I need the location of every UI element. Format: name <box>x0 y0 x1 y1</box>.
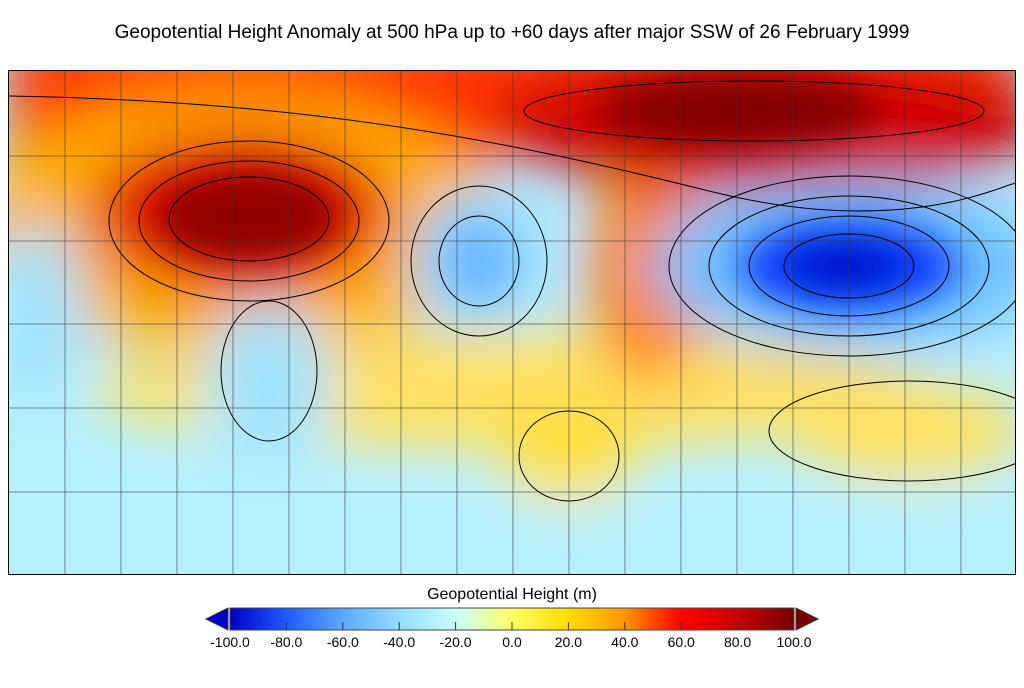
colorbar-tick-label: -100.0 <box>210 634 250 650</box>
colorbar-min-arrow <box>204 607 229 631</box>
colorbar-tick-label: 80.0 <box>723 634 752 650</box>
colorbar-label: Geopotential Height (m) <box>427 586 597 603</box>
colorbar-tick-label: -80.0 <box>270 634 303 650</box>
chart-title: Geopotential Height Anomaly at 500 hPa u… <box>114 22 910 43</box>
colorbar-tick-label: 60.0 <box>667 634 695 650</box>
colorbar-tick-label: -20.0 <box>439 634 472 650</box>
colorbar-tick-label: 20.0 <box>554 634 583 650</box>
colorbar-tick-label: 40.0 <box>611 634 639 650</box>
colorbar-tick-label: -40.0 <box>383 634 416 650</box>
anomaly-map <box>8 70 1016 575</box>
colorbar <box>204 607 820 631</box>
colorbar-tick-label: 100.0 <box>776 634 812 650</box>
colorbar-tick-label: -60.0 <box>326 634 359 650</box>
colorbar-tick-label: 0.0 <box>502 634 522 650</box>
gridlines <box>9 71 1015 574</box>
colorbar-max-arrow <box>795 607 820 631</box>
